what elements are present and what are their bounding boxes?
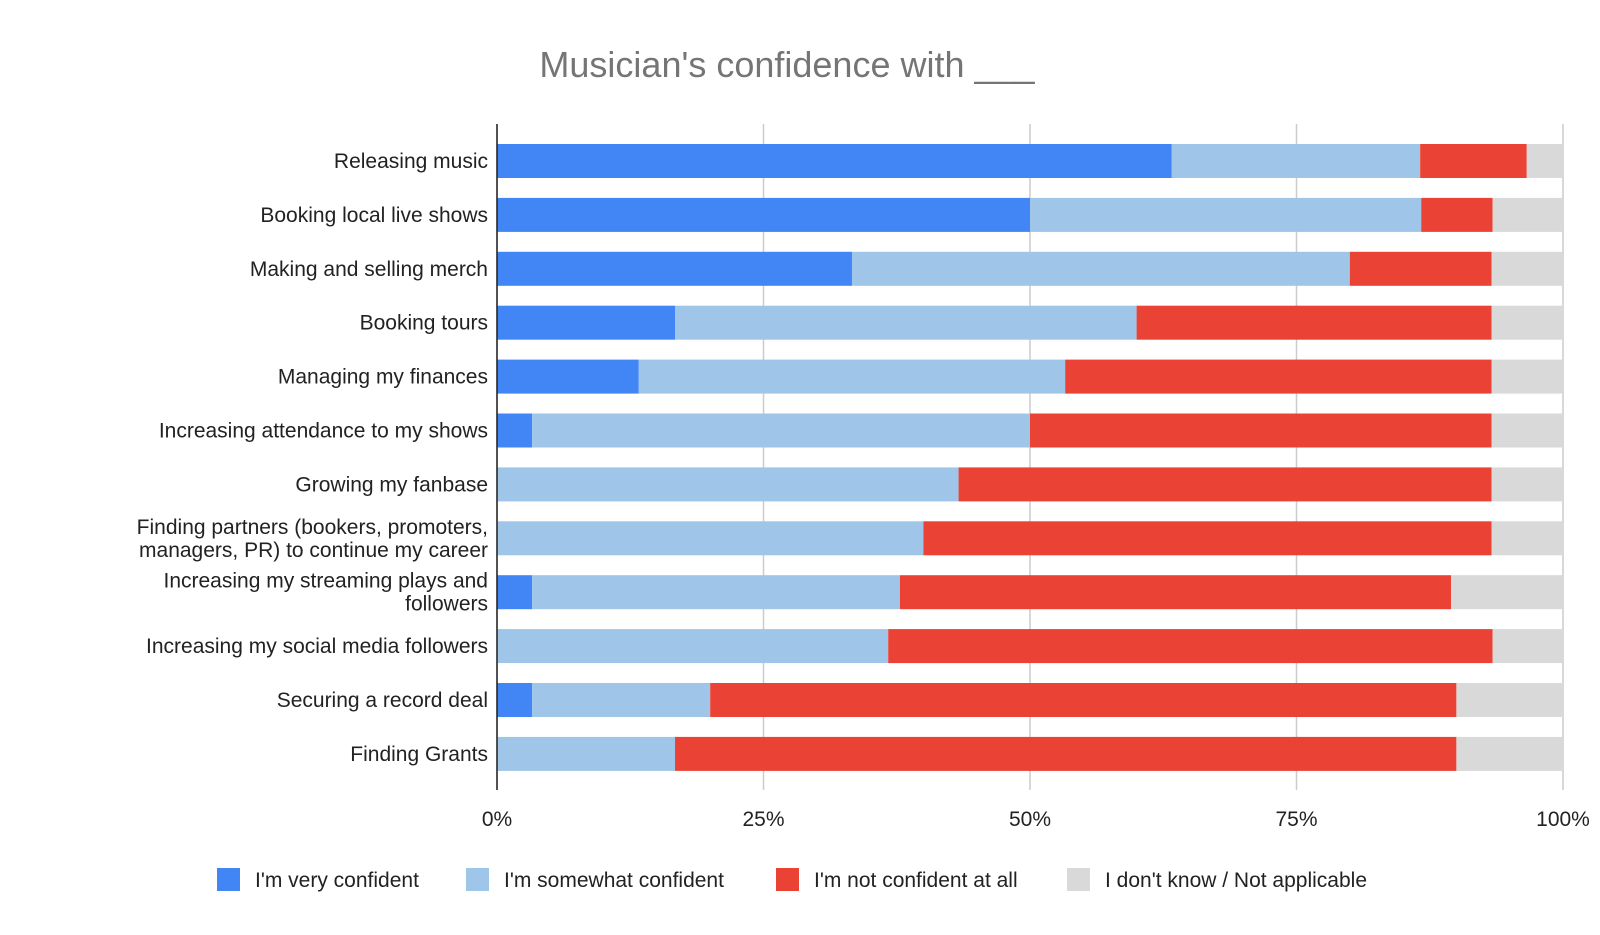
category-label: Finding Grants bbox=[350, 743, 488, 766]
category-label: Releasing music bbox=[334, 150, 488, 173]
bar-segment bbox=[888, 629, 1493, 664]
bar-segment bbox=[1451, 575, 1563, 610]
category-label: Increasing my social media followers bbox=[146, 635, 488, 658]
x-tick-label: 75% bbox=[1275, 808, 1317, 831]
x-tick-label: 0% bbox=[482, 808, 512, 831]
bar-segment bbox=[497, 683, 533, 717]
bar-segment bbox=[638, 359, 1066, 394]
bar-segment bbox=[1421, 197, 1493, 232]
bar-segment bbox=[497, 251, 852, 286]
legend-label: I'm not confident at all bbox=[814, 869, 1018, 892]
x-tick-label: 100% bbox=[1536, 808, 1590, 831]
bar-segment bbox=[532, 413, 1030, 448]
bar-segment bbox=[1030, 197, 1422, 232]
bar-segment bbox=[958, 467, 1492, 502]
bar-segment bbox=[1456, 683, 1563, 717]
legend-swatch bbox=[217, 868, 240, 891]
category-label: Increasing my streaming plays and bbox=[164, 570, 489, 593]
category-label: Securing a record deal bbox=[277, 689, 488, 712]
bar-segment bbox=[497, 305, 676, 340]
category-label: managers, PR) to continue my career bbox=[139, 539, 488, 562]
bar-segment bbox=[1171, 144, 1421, 178]
x-tick-label: 25% bbox=[742, 808, 784, 831]
bars bbox=[497, 144, 1563, 771]
bar-segment bbox=[497, 413, 533, 448]
category-label: Finding partners (bookers, promoters, bbox=[137, 516, 488, 539]
x-axis-ticks: 0% 25% 50% 75% 100% bbox=[482, 808, 1590, 831]
category-label: Booking local live shows bbox=[260, 204, 488, 227]
bar-segment bbox=[1492, 629, 1563, 664]
legend-label: I'm somewhat confident bbox=[504, 869, 724, 892]
legend-swatch bbox=[1067, 868, 1090, 891]
bar-segment bbox=[1349, 251, 1492, 286]
bar-segment bbox=[923, 521, 1492, 556]
bar-segment bbox=[497, 736, 676, 771]
legend-label: I don't know / Not applicable bbox=[1105, 869, 1367, 892]
bar-segment bbox=[1526, 144, 1563, 178]
bar-segment bbox=[497, 144, 1172, 178]
bar-segment bbox=[1491, 467, 1563, 502]
bar-segment bbox=[1456, 736, 1563, 771]
bar-segment bbox=[497, 575, 533, 610]
legend-swatch bbox=[466, 868, 489, 891]
bar-segment bbox=[497, 629, 889, 664]
bar-segment bbox=[1491, 305, 1563, 340]
bar-segment bbox=[1491, 521, 1563, 556]
bar-segment bbox=[1065, 359, 1492, 394]
bar-segment bbox=[899, 575, 1452, 610]
bar-segment bbox=[1420, 144, 1527, 178]
bar-segment bbox=[710, 683, 1457, 717]
category-label: Booking tours bbox=[360, 312, 488, 335]
bar-segment bbox=[532, 683, 711, 717]
bar-segment bbox=[1491, 251, 1563, 286]
bar-segment bbox=[1030, 413, 1492, 448]
chart-title: Musician's confidence with ___ bbox=[539, 44, 1035, 85]
bar-segment bbox=[497, 197, 1030, 232]
bar-segment bbox=[675, 305, 1137, 340]
legend-label: I'm very confident bbox=[255, 869, 419, 892]
bar-segment bbox=[497, 467, 959, 502]
bar-segment bbox=[497, 359, 639, 394]
bar-segment bbox=[1491, 359, 1563, 394]
bar-segment bbox=[675, 736, 1457, 771]
x-tick-label: 50% bbox=[1009, 808, 1051, 831]
bar-segment bbox=[497, 521, 924, 556]
legend: I'm very confident I'm somewhat confident… bbox=[217, 868, 1367, 892]
category-label: Growing my fanbase bbox=[295, 473, 488, 496]
bar-segment bbox=[1136, 305, 1492, 340]
category-label: Increasing attendance to my shows bbox=[159, 420, 488, 443]
category-label: Managing my finances bbox=[278, 366, 488, 389]
legend-swatch bbox=[776, 868, 799, 891]
category-label: Making and selling merch bbox=[250, 258, 488, 281]
category-label: followers bbox=[405, 593, 488, 616]
bar-segment bbox=[1491, 413, 1563, 448]
bar-segment bbox=[1492, 197, 1563, 232]
bar-segment bbox=[851, 251, 1350, 286]
bar-segment bbox=[532, 575, 900, 610]
category-labels: Releasing music Booking local live shows M… bbox=[137, 150, 488, 766]
